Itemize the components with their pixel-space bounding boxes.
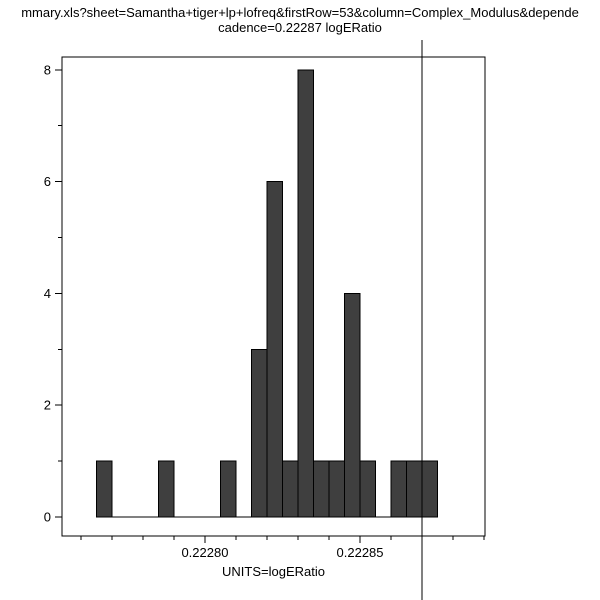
histogram-bar (95, 460, 113, 518)
histogram-bar (328, 460, 346, 518)
x-axis-tick-label: 0.22280 (181, 545, 228, 560)
histogram-bar (406, 460, 423, 518)
y-axis-tick-label: 6 (44, 174, 51, 189)
histogram-bar (266, 181, 283, 518)
x-axis-tick-label: 0.22285 (337, 545, 384, 560)
plot-title-cadence: cadence=0.22287 logERatio (218, 20, 382, 35)
histogram-bar (359, 460, 377, 518)
x-axis-label: UNITS=logERatio (222, 564, 325, 579)
y-axis-tick-label: 0 (44, 509, 51, 524)
y-axis-tick-label: 2 (44, 398, 51, 413)
y-axis-tick-label: 8 (44, 62, 51, 77)
histogram-bar (344, 292, 361, 518)
histogram-bar (421, 460, 439, 518)
histogram-bar (219, 460, 237, 518)
histogram-bar (297, 69, 315, 518)
histogram-bar (281, 460, 299, 518)
plot-frame (61, 56, 486, 537)
histogram-bar (390, 460, 408, 518)
histogram-bar (157, 460, 175, 518)
plot-title-url: mmary.xls?sheet=Samantha+tiger+lp+lofreq… (21, 5, 579, 20)
histogram-bar (250, 348, 268, 518)
histogram-bar (313, 460, 330, 518)
y-axis-tick-label: 4 (44, 286, 51, 301)
